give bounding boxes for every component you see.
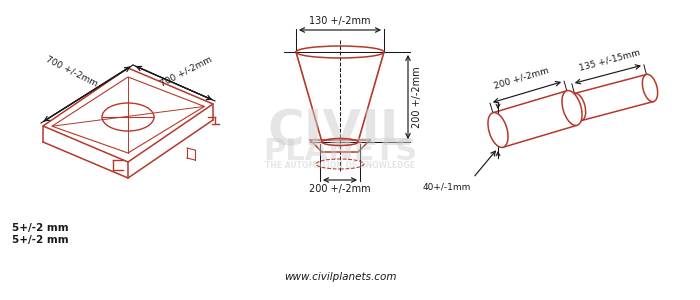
Text: 200 +/-2mm: 200 +/-2mm	[412, 66, 422, 128]
Text: 40+/-1mm: 40+/-1mm	[423, 182, 471, 191]
Text: 135 +/-15mm: 135 +/-15mm	[578, 47, 641, 72]
Text: CIVIL: CIVIL	[267, 108, 412, 156]
Text: 200 +/-2mm: 200 +/-2mm	[493, 65, 550, 90]
Text: 5+/-2 mm: 5+/-2 mm	[12, 223, 69, 233]
Text: www.civilplanets.com: www.civilplanets.com	[284, 272, 396, 282]
Ellipse shape	[562, 91, 582, 125]
Text: 700 +/-2mm: 700 +/-2mm	[45, 54, 99, 88]
Text: 700 +/-2mm: 700 +/-2mm	[159, 54, 214, 88]
Text: PLANETS: PLANETS	[263, 137, 417, 166]
Text: 200 +/-2mm: 200 +/-2mm	[309, 184, 371, 194]
Ellipse shape	[643, 74, 658, 102]
Ellipse shape	[570, 93, 586, 121]
Text: THE AUTOMATION OF KNOWLEDGE: THE AUTOMATION OF KNOWLEDGE	[265, 161, 415, 170]
Text: 130 +/-2mm: 130 +/-2mm	[309, 16, 371, 26]
Ellipse shape	[488, 112, 508, 147]
Text: 5+/-2 mm: 5+/-2 mm	[12, 235, 69, 245]
